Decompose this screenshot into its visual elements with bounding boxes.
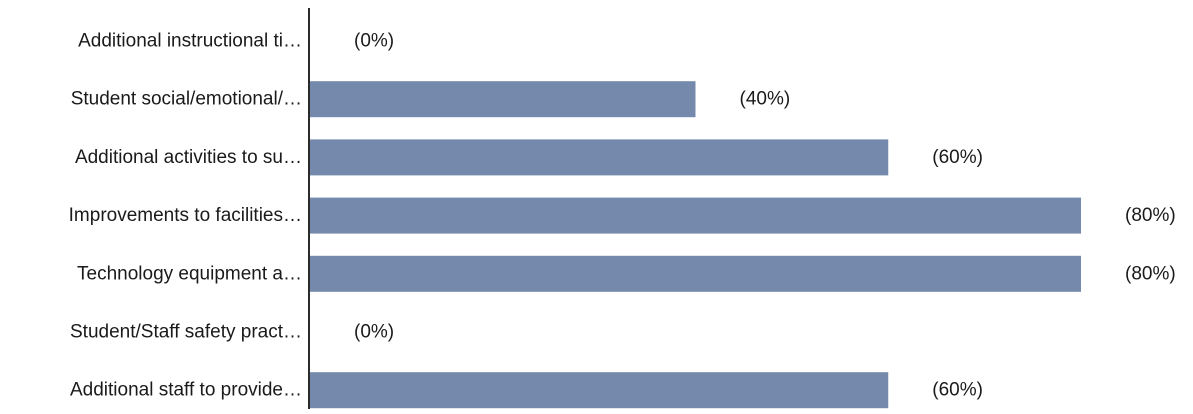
value-label: (40%) xyxy=(740,89,791,110)
bar xyxy=(310,81,696,118)
category-label: Improvements to facilities… xyxy=(69,205,302,226)
bar xyxy=(310,197,1081,234)
value-label: (80%) xyxy=(1125,205,1176,226)
bar xyxy=(310,372,889,409)
category-label: Student/Staff safety pract… xyxy=(70,322,302,343)
value-labels: (0%) (40%) (60%) (80%) (80%) (0%) (60%) xyxy=(354,31,1176,401)
value-label: (60%) xyxy=(932,147,983,168)
value-label: (80%) xyxy=(1125,263,1176,284)
bars-layer xyxy=(310,81,1081,409)
value-label: (0%) xyxy=(354,322,394,343)
category-labels: Additional instructional ti… Student soci… xyxy=(69,31,302,401)
category-label: Additional instructional ti… xyxy=(78,31,302,52)
category-label: Additional staff to provide… xyxy=(70,380,302,401)
category-label: Student social/emotional/… xyxy=(71,89,302,110)
value-label: (0%) xyxy=(354,31,394,52)
value-label: (60%) xyxy=(932,380,983,401)
category-label: Additional activities to su… xyxy=(75,147,302,168)
category-label: Technology equipment a… xyxy=(77,263,302,284)
bar xyxy=(310,139,889,176)
bar xyxy=(310,255,1081,292)
